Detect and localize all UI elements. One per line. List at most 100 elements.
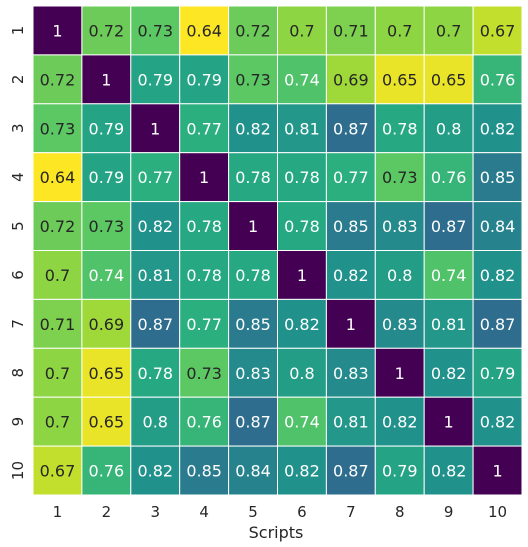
heatmap-cell-r10-c4 bbox=[179, 445, 230, 496]
heatmap-cell-r5-c7 bbox=[325, 201, 376, 252]
cell-value-label: 0.76 bbox=[480, 70, 516, 89]
heatmap-cell-r4-c6 bbox=[277, 152, 327, 203]
cell-value-label: 0.8 bbox=[289, 364, 314, 383]
heatmap-cell-r10-c5 bbox=[228, 445, 279, 496]
cell-value-label: 0.64 bbox=[186, 21, 222, 40]
cell-value-label: 1 bbox=[395, 364, 405, 383]
cell-value-label: 0.78 bbox=[235, 168, 271, 187]
heatmap-cell-r3-c1 bbox=[32, 103, 83, 154]
cell-value-label: 0.71 bbox=[40, 315, 76, 334]
heatmap-cell-r2-c8 bbox=[374, 54, 425, 105]
heatmap-cell-r1-c8 bbox=[374, 5, 425, 56]
cell-value-label: 1 bbox=[248, 217, 258, 236]
cell-value-label: 0.82 bbox=[284, 462, 320, 481]
cell-value-label: 0.82 bbox=[382, 413, 418, 432]
cell-value-label: 0.82 bbox=[137, 217, 173, 236]
heatmap-cell-r8-c5 bbox=[228, 347, 279, 398]
cell-value-label: 0.7 bbox=[45, 364, 70, 383]
heatmap-cell-r1-c1 bbox=[32, 5, 83, 56]
heatmap-cell-r7-c8 bbox=[374, 298, 425, 349]
heatmap-cell-r2-c10 bbox=[472, 54, 523, 105]
heatmap-cell-r2-c7 bbox=[325, 54, 376, 105]
heatmap-cell-r5-c9 bbox=[423, 201, 474, 252]
cell-value-label: 0.76 bbox=[186, 413, 222, 432]
heatmap-cell-r6-c3 bbox=[130, 250, 181, 300]
heatmap-cell-r7-c7 bbox=[325, 298, 376, 349]
heatmap-cell-r10-c1 bbox=[32, 445, 83, 496]
cell-value-label: 0.79 bbox=[382, 462, 418, 481]
cell-value-label: 0.79 bbox=[186, 70, 222, 89]
y-axis-ticks: 1 2 3 4 5 6 7 8 9 10 bbox=[9, 26, 27, 480]
cell-value-label: 1 bbox=[492, 462, 502, 481]
heatmap-cell-r9-c4 bbox=[179, 396, 230, 447]
cell-value-label: 0.73 bbox=[137, 21, 173, 40]
cell-value-label: 0.82 bbox=[431, 462, 467, 481]
cell-value-label: 0.82 bbox=[431, 364, 467, 383]
cell-value-label: 0.76 bbox=[89, 462, 125, 481]
x-axis-ticks: 1 2 3 4 5 6 7 8 9 10 bbox=[53, 503, 507, 521]
heatmap-cell-r9-c5 bbox=[228, 396, 279, 447]
heatmap-cell-r7-c6 bbox=[277, 298, 327, 349]
cell-value-label: 0.8 bbox=[387, 266, 412, 285]
cell-value-label: 1 bbox=[150, 119, 160, 138]
heatmap-cell-r8-c7 bbox=[325, 347, 376, 398]
cell-value-label: 0.69 bbox=[89, 315, 125, 334]
cell-value-label: 0.8 bbox=[436, 119, 461, 138]
cell-value-label: 0.83 bbox=[333, 364, 369, 383]
x-tick-label: 5 bbox=[248, 503, 258, 521]
y-tick-label: 9 bbox=[9, 417, 27, 427]
x-tick-label: 10 bbox=[488, 503, 507, 521]
cell-value-label: 0.82 bbox=[235, 119, 271, 138]
cell-value-label: 0.79 bbox=[89, 168, 125, 187]
cell-value-label: 0.74 bbox=[284, 413, 320, 432]
y-tick-label: 5 bbox=[9, 221, 27, 231]
heatmap-cell-r5-c5 bbox=[228, 201, 279, 252]
cell-value-label: 0.85 bbox=[480, 168, 516, 187]
cell-value-label: 0.69 bbox=[333, 70, 369, 89]
heatmap-cell-r2-c4 bbox=[179, 54, 230, 105]
cell-value-label: 0.74 bbox=[431, 266, 467, 285]
cell-value-label: 0.72 bbox=[235, 21, 271, 40]
cell-value-label: 0.72 bbox=[40, 217, 76, 236]
cell-value-label: 0.87 bbox=[137, 315, 173, 334]
heatmap-cell-r6-c9 bbox=[423, 250, 474, 300]
heatmap-cell-r6-c4 bbox=[179, 250, 230, 300]
heatmap-cell-r7-c10 bbox=[472, 298, 523, 349]
cell-value-label: 0.77 bbox=[186, 119, 222, 138]
heatmap-cell-r1-c6 bbox=[277, 5, 327, 56]
heatmap-cell-r10-c10 bbox=[472, 445, 523, 496]
heatmap-cell-r9-c9 bbox=[423, 396, 474, 447]
x-tick-label: 4 bbox=[199, 503, 209, 521]
heatmap-cell-r2-c2 bbox=[81, 54, 132, 105]
heatmap-cell-r10-c7 bbox=[325, 445, 376, 496]
cell-value-label: 0.79 bbox=[137, 70, 173, 89]
heatmap-cell-r3-c3 bbox=[130, 103, 181, 154]
heatmap-cell-r3-c2 bbox=[81, 103, 132, 154]
x-tick-label: 1 bbox=[53, 503, 63, 521]
heatmap-cell-r8-c9 bbox=[423, 347, 474, 398]
x-tick-label: 2 bbox=[102, 503, 112, 521]
cell-value-label: 0.7 bbox=[45, 413, 70, 432]
heatmap-cell-r10-c9 bbox=[423, 445, 474, 496]
heatmap-cell-r3-c9 bbox=[423, 103, 474, 154]
cell-value-label: 0.73 bbox=[89, 217, 125, 236]
cell-value-label: 0.71 bbox=[333, 21, 369, 40]
x-tick-label: 6 bbox=[297, 503, 307, 521]
heatmap-cell-r4-c10 bbox=[472, 152, 523, 203]
cell-value-label: 0.82 bbox=[480, 119, 516, 138]
y-tick-label: 6 bbox=[9, 270, 27, 280]
cell-value-label: 0.8 bbox=[143, 413, 168, 432]
heatmap-cell-r4-c1 bbox=[32, 152, 83, 203]
y-tick-label: 1 bbox=[9, 26, 27, 36]
cell-value-label: 1 bbox=[101, 70, 111, 89]
heatmap-cell-r1-c10 bbox=[472, 5, 523, 56]
heatmap-cell-r9-c3 bbox=[130, 396, 181, 447]
cell-value-label: 0.7 bbox=[45, 266, 70, 285]
heatmap-cell-r6-c1 bbox=[32, 250, 83, 300]
cell-value-label: 1 bbox=[52, 21, 62, 40]
heatmap-cell-r4-c7 bbox=[325, 152, 376, 203]
heatmap-cell-r5-c6 bbox=[277, 201, 327, 252]
heatmap-cell-r7-c9 bbox=[423, 298, 474, 349]
cell-value-label: 0.72 bbox=[40, 70, 76, 89]
